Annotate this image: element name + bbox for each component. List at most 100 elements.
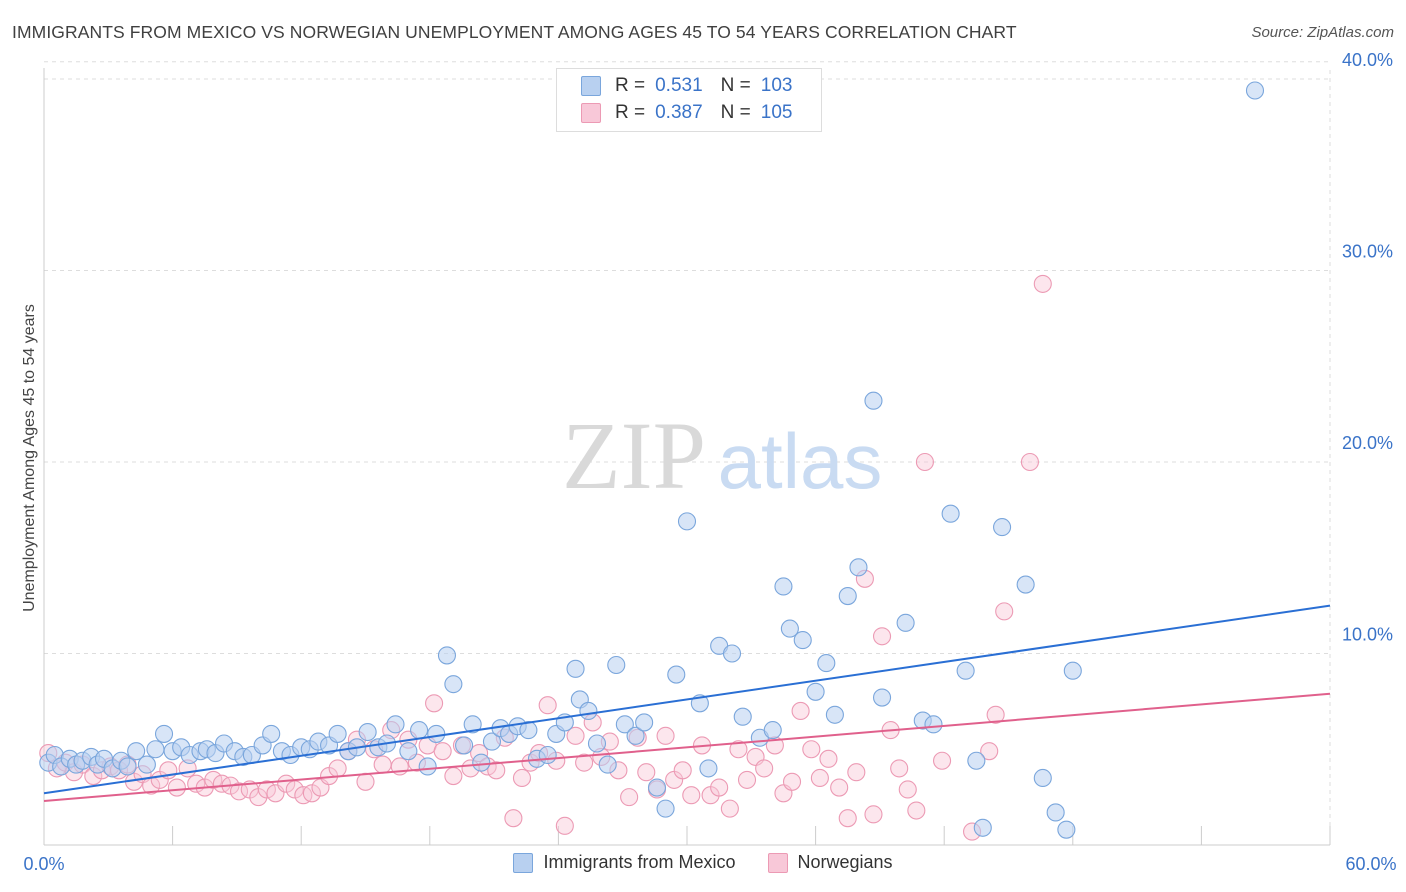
data-point-mexico (896, 613, 915, 632)
data-point-norwegians (433, 742, 452, 761)
data-point-mexico (146, 740, 165, 759)
data-point-norwegians (167, 778, 186, 797)
data-point-mexico (358, 722, 377, 742)
data-point-norwegians (864, 805, 883, 824)
data-point-mexico (1033, 768, 1052, 788)
data-point-norwegians (637, 763, 656, 782)
data-point-mexico (538, 745, 557, 765)
data-point-norwegians (710, 778, 729, 797)
data-point-norwegians (673, 761, 692, 780)
legend-swatch-mexico (581, 76, 601, 96)
bottom-legend-swatch-mexico (513, 852, 534, 873)
data-point-norwegians (898, 780, 917, 799)
trend-line-mexico (43, 604, 1331, 795)
legend-r-value: 0.531 (655, 75, 703, 96)
legend-r-value: 0.387 (655, 102, 703, 123)
data-point-mexico (849, 558, 868, 577)
data-point-mexico (667, 665, 686, 684)
data-point-norwegians (737, 770, 757, 789)
data-point-mexico (262, 724, 281, 743)
y-tick-label: 20.0% (1342, 433, 1393, 453)
data-point-mexico (699, 759, 718, 778)
data-point-mexico (872, 688, 892, 707)
data-point-norwegians (257, 780, 276, 799)
data-point-norwegians (995, 602, 1014, 621)
data-point-norwegians (838, 809, 857, 828)
data-point-mexico (418, 757, 437, 776)
data-point-norwegians (566, 726, 585, 745)
data-point-mexico (1057, 820, 1076, 839)
data-point-norwegians (328, 759, 347, 778)
data-point-norwegians (444, 767, 463, 786)
data-point-mexico (463, 715, 482, 734)
data-point-norwegians (575, 753, 594, 772)
axes (43, 68, 1331, 846)
bottom-legend-swatch-norwegians (767, 852, 788, 873)
data-point-norwegians (830, 778, 849, 797)
data-point-mexico (763, 721, 782, 740)
y-tick-label: 10.0% (1342, 625, 1393, 645)
data-point-mexico (941, 504, 960, 523)
data-point-norwegians (656, 726, 675, 745)
data-point-norwegians (487, 761, 506, 780)
trend-lines (43, 604, 1331, 802)
watermark-atlas: atlas (718, 417, 883, 505)
legend-swatch-norwegians (581, 103, 601, 123)
data-point-mexico (956, 661, 975, 680)
bottom-legend-item-norwegians[interactable]: Norwegians (767, 852, 893, 873)
data-point-mexico (806, 682, 825, 701)
data-point-mexico (647, 778, 667, 797)
data-point-mexico (1063, 661, 1082, 680)
data-point-norwegians (356, 772, 375, 791)
data-point-norwegians (512, 768, 532, 788)
data-point-mexico (817, 654, 836, 673)
legend-row-mexico: R = 0.531 N = 103 (581, 75, 792, 97)
bottom-legend-label: Norwegians (797, 852, 893, 872)
data-point-mexico (924, 715, 943, 734)
data-point-norwegians (980, 742, 999, 761)
data-point-norwegians (720, 799, 739, 818)
data-point-mexico (137, 755, 156, 774)
data-point-mexico (677, 512, 697, 531)
data-point-norwegians (373, 755, 392, 774)
trend-line-norwegians (43, 692, 1331, 802)
data-point-mexico (656, 799, 675, 818)
data-point-norwegians (819, 749, 838, 768)
legend-n-value: 105 (760, 102, 793, 123)
data-point-mexico (598, 755, 617, 774)
data-point-mexico (455, 736, 474, 755)
data-point-mexico (587, 734, 607, 753)
y-tick-label: 40.0% (1342, 50, 1393, 70)
data-point-mexico (1046, 803, 1065, 822)
data-point-norwegians (933, 751, 952, 770)
bottom-legend-item-mexico[interactable]: Immigrants from Mexico (513, 852, 736, 873)
data-point-norwegians (204, 770, 223, 789)
x-tick-label-min: 0.0% (23, 854, 64, 874)
bottom-legend: Immigrants from Mexico Norwegians (0, 852, 1406, 873)
data-point-norwegians (907, 801, 926, 820)
data-point-mexico (838, 586, 857, 606)
data-point-norwegians (425, 694, 444, 713)
y-tick-label: 30.0% (1342, 242, 1393, 262)
tick-labels: 10.0% 20.0% 30.0% 40.0% 0.0% 60.0% (23, 50, 1396, 874)
data-point-mexico (154, 724, 174, 743)
data-point-norwegians (538, 696, 557, 715)
data-point-norwegians (782, 772, 802, 791)
data-point-mexico (579, 701, 598, 721)
data-point-mexico (482, 732, 502, 751)
stats-legend: R = 0.531 N = 103 R = 0.387 N = 105 (556, 68, 822, 132)
data-point-mexico (774, 577, 793, 596)
data-point-norwegians (915, 452, 934, 472)
legend-n-value: 103 (760, 75, 793, 96)
data-point-mexico (607, 655, 626, 675)
data-point-norwegians (755, 759, 774, 778)
data-point-mexico (444, 675, 463, 694)
data-point-mexico (780, 619, 799, 638)
data-point-mexico (1016, 575, 1035, 594)
data-point-mexico (993, 518, 1012, 537)
data-point-mexico (973, 818, 992, 837)
y-axis-label: Unemployment Among Ages 45 to 54 years (21, 304, 38, 612)
bottom-legend-label: Immigrants from Mexico (543, 852, 736, 872)
data-point-norwegians (791, 701, 810, 721)
